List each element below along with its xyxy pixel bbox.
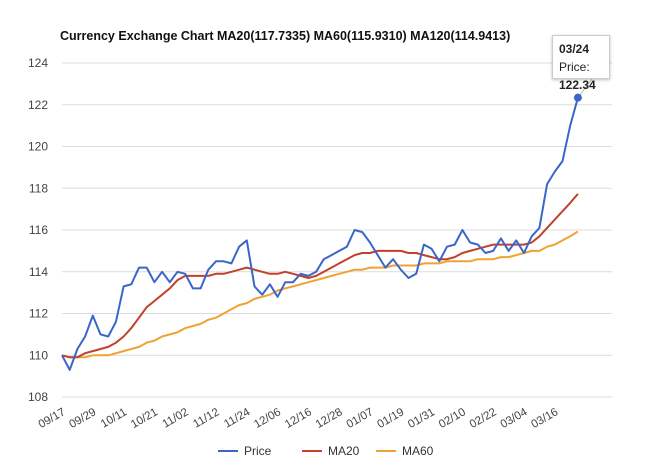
legend: Price MA20 MA60 bbox=[218, 444, 434, 458]
x-tick-label: 03/16 bbox=[529, 406, 560, 431]
y-tick-label: 120 bbox=[28, 140, 48, 154]
tooltip: 03/24 Price: 122.34 bbox=[552, 35, 610, 92]
series-lines bbox=[61, 78, 593, 371]
tooltip-label: Price: bbox=[559, 60, 590, 74]
x-tick-label: 09/29 bbox=[67, 406, 98, 431]
x-tick-label: 12/28 bbox=[314, 406, 345, 431]
y-tick-label: 112 bbox=[29, 307, 48, 321]
tooltip-date: 03/24 bbox=[559, 42, 590, 56]
series-line-ma60 bbox=[61, 230, 579, 359]
legend-label[interactable]: MA60 bbox=[402, 444, 434, 458]
x-tick-label: 12/06 bbox=[252, 406, 283, 431]
highlighted-point[interactable] bbox=[573, 93, 582, 102]
x-tick-label: 11/24 bbox=[222, 406, 253, 431]
x-tick-label: 01/19 bbox=[375, 406, 406, 431]
legend-label[interactable]: Price bbox=[244, 444, 272, 458]
x-tick-label: 01/31 bbox=[406, 406, 437, 431]
y-tick-label: 108 bbox=[28, 390, 48, 404]
x-tick-label: 02/22 bbox=[468, 406, 499, 431]
x-tick-label: 12/16 bbox=[283, 406, 314, 431]
legend-label[interactable]: MA20 bbox=[328, 444, 360, 458]
y-tick-label: 110 bbox=[29, 348, 48, 362]
x-tick-label: 11/02 bbox=[161, 406, 191, 430]
series-line-ma20 bbox=[61, 193, 579, 359]
x-tick-label: 10/11 bbox=[99, 406, 129, 430]
x-tick-label: 03/04 bbox=[499, 406, 530, 431]
x-tick-label: 10/21 bbox=[129, 406, 160, 431]
y-tick-label: 122 bbox=[28, 98, 48, 112]
x-tick-label: 02/10 bbox=[437, 406, 468, 431]
y-tick-label: 114 bbox=[29, 265, 48, 279]
chart-title: Currency Exchange Chart MA20(117.7335) M… bbox=[60, 29, 510, 43]
y-axis: 108 110 112 114 116 118 120 122 124 bbox=[28, 56, 48, 404]
series-line-price bbox=[61, 97, 579, 371]
gridlines bbox=[62, 62, 612, 398]
tooltip-value: 122.34 bbox=[559, 78, 596, 92]
x-tick-label: 09/17 bbox=[37, 406, 68, 431]
y-tick-label: 118 bbox=[29, 181, 48, 195]
x-tick-label: 01/07 bbox=[345, 406, 376, 431]
y-tick-label: 124 bbox=[28, 56, 48, 70]
x-tick-label: 11/12 bbox=[191, 406, 221, 430]
y-tick-label: 116 bbox=[29, 223, 48, 237]
x-axis: 09/17 09/29 10/11 10/21 11/02 11/12 11/24 12/06… bbox=[37, 406, 561, 431]
